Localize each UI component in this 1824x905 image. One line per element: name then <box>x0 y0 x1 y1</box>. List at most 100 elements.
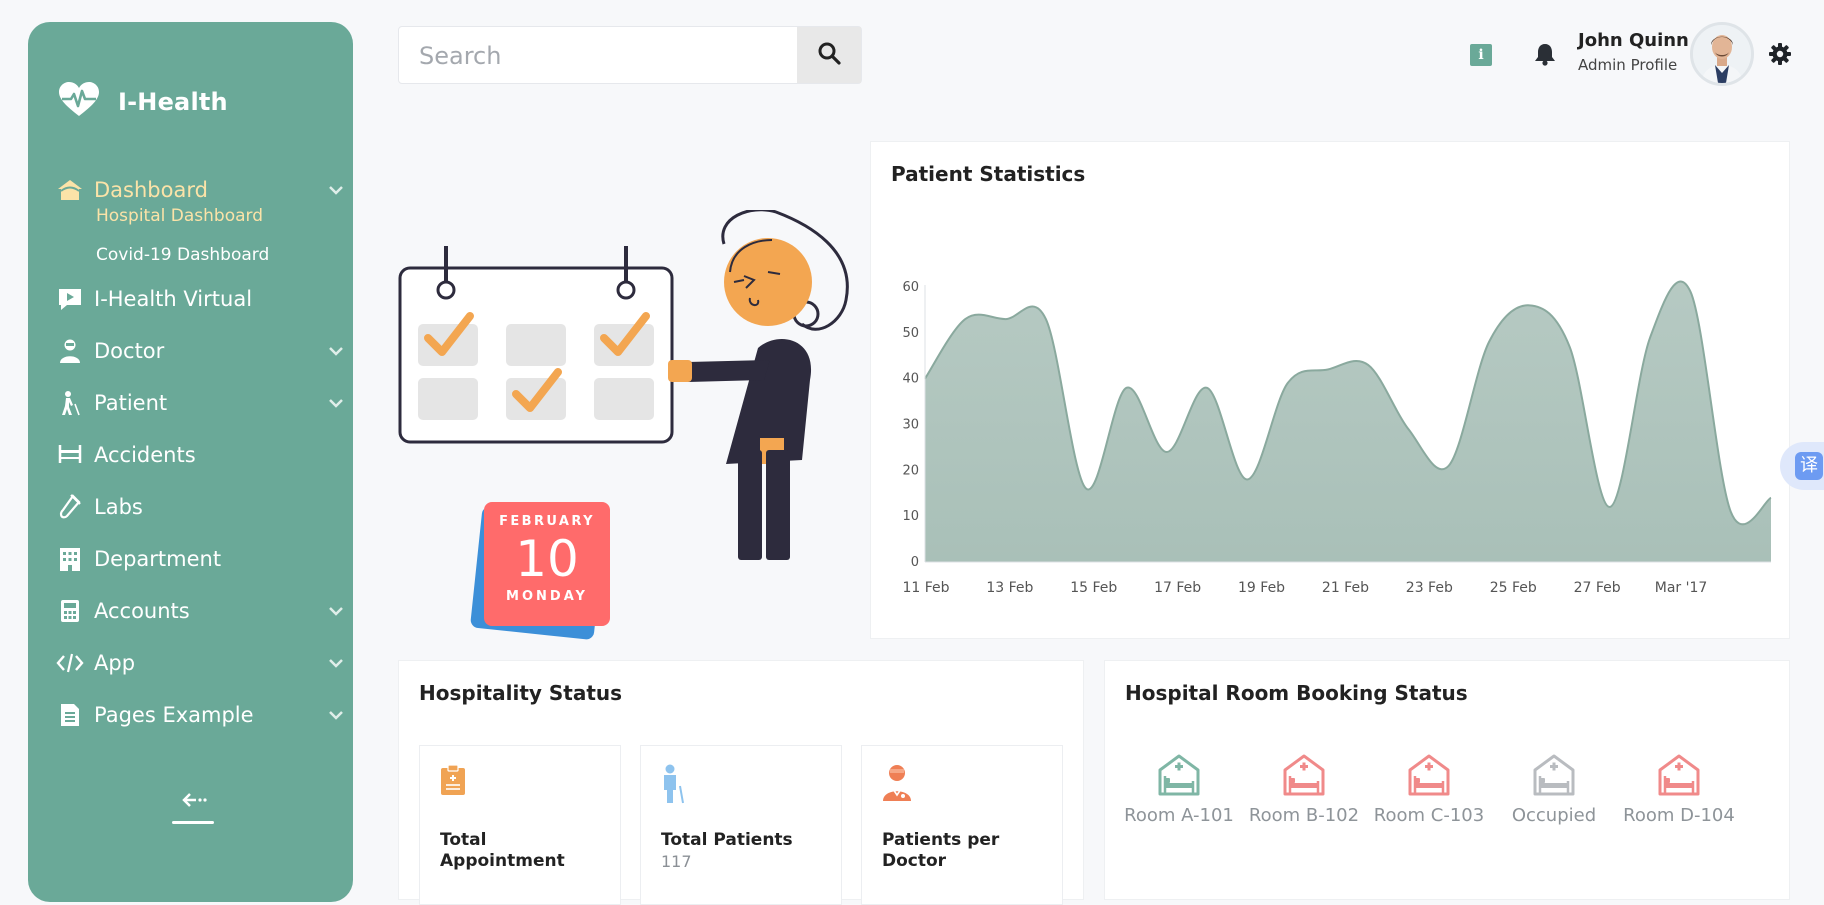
room-label: Room D-104 <box>1623 805 1735 826</box>
hospital-bed-icon <box>1657 754 1701 801</box>
room-booking-card: Hospital Room Booking Status Room A-101 … <box>1104 660 1790 900</box>
x-tick-label: 21 Feb <box>1322 580 1369 596</box>
calculator-icon <box>56 597 84 625</box>
calendar-illustration <box>398 208 858 640</box>
sidebar-item-label: Doctor <box>94 339 165 363</box>
search-input[interactable] <box>399 27 801 85</box>
chevron-down-icon[interactable] <box>326 180 346 200</box>
stat-label: Total Patients <box>661 830 793 850</box>
room-item[interactable]: Occupied <box>1494 753 1614 826</box>
chevron-down-icon[interactable] <box>326 705 346 725</box>
sidebar-subitem-hospital-dashboard[interactable]: Hospital Dashboard <box>96 206 263 226</box>
room-label: Room B-102 <box>1248 805 1360 826</box>
sidebar-item-labs[interactable]: Labs <box>56 489 346 525</box>
gear-icon[interactable] <box>1768 42 1792 70</box>
heart-pulse-icon <box>58 82 100 122</box>
x-tick-label: 13 Feb <box>986 580 1033 596</box>
hospital-bed-icon <box>1532 754 1576 801</box>
room-item[interactable]: Room D-104 <box>1619 753 1739 826</box>
sidebar-item-accounts[interactable]: Accounts <box>56 593 346 629</box>
card-title: Hospital Room Booking Status <box>1125 681 1468 705</box>
avatar[interactable] <box>1690 22 1754 86</box>
brand[interactable]: I-Health <box>58 82 228 122</box>
sidebar-item-patient[interactable]: Patient <box>56 385 346 421</box>
chevron-down-icon[interactable] <box>326 393 346 413</box>
x-tick-label: 11 Feb <box>902 580 949 596</box>
sidebar-item-label: Pages Example <box>94 703 254 727</box>
sidebar-item-label: Accidents <box>94 443 196 467</box>
y-tick-label: 0 <box>911 555 919 570</box>
sidebar-collapse-button[interactable] <box>172 788 218 824</box>
y-tick-label: 20 <box>902 463 919 478</box>
room-item[interactable]: Room A-101 <box>1119 753 1239 826</box>
stat-value: 117 <box>661 852 692 871</box>
translate-icon: 译 <box>1795 452 1823 480</box>
patient-statistics-chart: 0 10 20 30 40 50 60 11 Feb 13 Feb 15 Feb 17 Feb 19 … <box>902 280 1772 596</box>
profile-role: Admin Profile <box>1578 56 1678 74</box>
info-icon[interactable]: i <box>1470 44 1492 66</box>
chevron-down-icon[interactable] <box>326 341 346 361</box>
sidebar-subitem-covid-dashboard[interactable]: Covid-19 Dashboard <box>96 245 270 265</box>
stat-patients-per-doctor[interactable]: Patients per Doctor <box>861 745 1063 905</box>
sidebar-item-dashboard[interactable]: Dashboard <box>56 172 346 208</box>
y-tick-label: 10 <box>902 509 919 524</box>
translate-button[interactable]: 译 <box>1780 442 1824 490</box>
x-tick-label: 23 Feb <box>1406 580 1453 596</box>
sidebar-item-accidents[interactable]: Accidents <box>56 437 346 473</box>
brand-name: I-Health <box>118 88 228 116</box>
chevron-down-icon[interactable] <box>326 653 346 673</box>
y-tick-label: 60 <box>902 280 919 295</box>
doctor-icon <box>882 764 912 806</box>
sidebar-item-label: Patient <box>94 391 168 415</box>
sidebar-item-label: Accounts <box>94 599 190 623</box>
arrow-left-icon <box>182 792 210 812</box>
sidebar-item-app[interactable]: App <box>56 645 346 681</box>
date-card: FEBRUARY 10 MONDAY <box>469 502 610 641</box>
search-button[interactable] <box>797 27 861 83</box>
sidebar-item-doctor[interactable]: Doctor <box>56 333 346 369</box>
sidebar-item-ihealth-virtual[interactable]: I-Health Virtual <box>56 281 346 317</box>
y-tick-label: 30 <box>902 418 919 433</box>
sidebar-item-label: Department <box>94 547 222 571</box>
series-area <box>925 281 1771 562</box>
sidebar-item-department[interactable]: Department <box>56 541 346 577</box>
doctor-icon <box>56 337 84 365</box>
sidebar-item-label: Dashboard <box>94 178 208 202</box>
divider <box>172 821 214 824</box>
bell-icon[interactable] <box>1534 42 1556 70</box>
search-box <box>398 26 862 85</box>
stat-total-appointment[interactable]: Total Appointment <box>419 745 621 905</box>
x-tick-label: 19 Feb <box>1238 580 1285 596</box>
x-tick-label: 15 Feb <box>1070 580 1117 596</box>
home-icon <box>56 176 84 204</box>
room-item[interactable]: Room C-103 <box>1369 753 1489 826</box>
sidebar-item-label: App <box>94 651 136 675</box>
test-tube-icon <box>56 493 84 521</box>
sidebar-item-pages-example[interactable]: Pages Example <box>56 697 346 733</box>
room-label: Occupied <box>1511 805 1597 826</box>
sidebar: I-Health Dashboard Hospital Dashboard Co… <box>28 22 353 902</box>
stretcher-icon <box>56 441 84 469</box>
date-day: 10 <box>515 530 579 588</box>
clipboard-icon <box>440 764 466 800</box>
patient-statistics-card: Patient Statistics 0 10 20 30 40 50 60 11 Feb 13… <box>870 141 1790 639</box>
x-tick-label: 27 Feb <box>1574 580 1621 596</box>
profile-name[interactable]: John Quinn <box>1578 30 1689 51</box>
chevron-down-icon[interactable] <box>326 601 346 621</box>
room-item[interactable]: Room B-102 <box>1244 753 1364 826</box>
video-icon <box>56 285 84 313</box>
hospitality-status-card: Hospitality Status Total Appointment Tot… <box>398 660 1084 905</box>
y-tick-label: 40 <box>902 372 919 387</box>
date-weekday: MONDAY <box>506 589 588 604</box>
document-icon <box>56 701 84 729</box>
building-icon <box>56 545 84 573</box>
code-icon <box>56 649 84 677</box>
card-title: Patient Statistics <box>891 162 1086 186</box>
x-tick-label: 25 Feb <box>1490 580 1537 596</box>
patient-icon <box>56 389 84 417</box>
search-icon <box>817 41 841 69</box>
stat-total-patients[interactable]: Total Patients 117 <box>640 745 842 905</box>
series-line <box>924 280 1772 526</box>
patient-icon <box>661 764 685 808</box>
x-tick-label: Mar '17 <box>1655 580 1708 596</box>
